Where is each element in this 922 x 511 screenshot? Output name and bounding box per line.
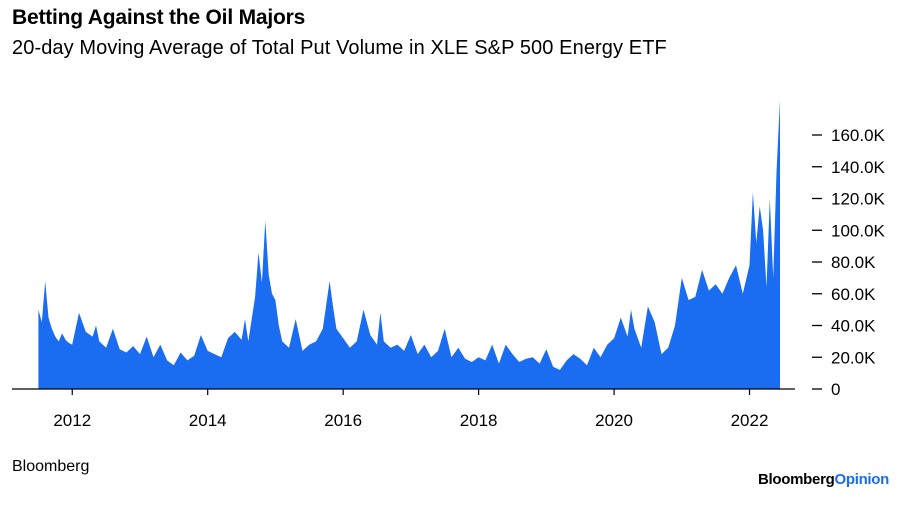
x-tick-label: 2016 — [324, 411, 362, 430]
y-axis: 0 20.0K 40.0K 60.0K 80.0K 100.0K 120.0K 140.0K 1… — [812, 126, 886, 399]
x-tick-label: 2020 — [595, 411, 633, 430]
x-axis: 2012 2014 2016 2018 2020 2022 — [53, 389, 768, 430]
logo-text-bloomberg: Bloomberg — [758, 471, 835, 488]
chart-title: Betting Against the Oil Majors — [12, 6, 306, 29]
y-tick-label: 40.0K — [831, 317, 876, 336]
logo-text-opinion: Opinion — [834, 471, 890, 488]
y-tick-label: 160.0K — [831, 126, 886, 145]
x-tick-label: 2012 — [53, 411, 91, 430]
plot-area — [12, 100, 795, 390]
bloomberg-opinion-logo: BloombergOpinion — [758, 471, 889, 488]
area-chart: 0 20.0K 40.0K 60.0K 80.0K 100.0K 120.0K 140.0K 1… — [12, 100, 886, 430]
y-tick-label: 60.0K — [831, 285, 876, 304]
x-tick-label: 2014 — [189, 411, 227, 430]
chart-subtitle: 20-day Moving Average of Total Put Volum… — [12, 37, 667, 59]
source-note: Bloomberg — [12, 458, 90, 475]
y-tick-label: 80.0K — [831, 253, 876, 272]
x-tick-label: 2022 — [731, 411, 769, 430]
y-tick-label: 20.0K — [831, 348, 876, 367]
x-tick-label: 2018 — [460, 411, 498, 430]
y-tick-label: 140.0K — [831, 158, 886, 177]
y-tick-label: 0 — [831, 380, 840, 399]
y-tick-label: 120.0K — [831, 190, 886, 209]
series-area — [38, 100, 780, 389]
y-tick-label: 100.0K — [831, 221, 886, 240]
